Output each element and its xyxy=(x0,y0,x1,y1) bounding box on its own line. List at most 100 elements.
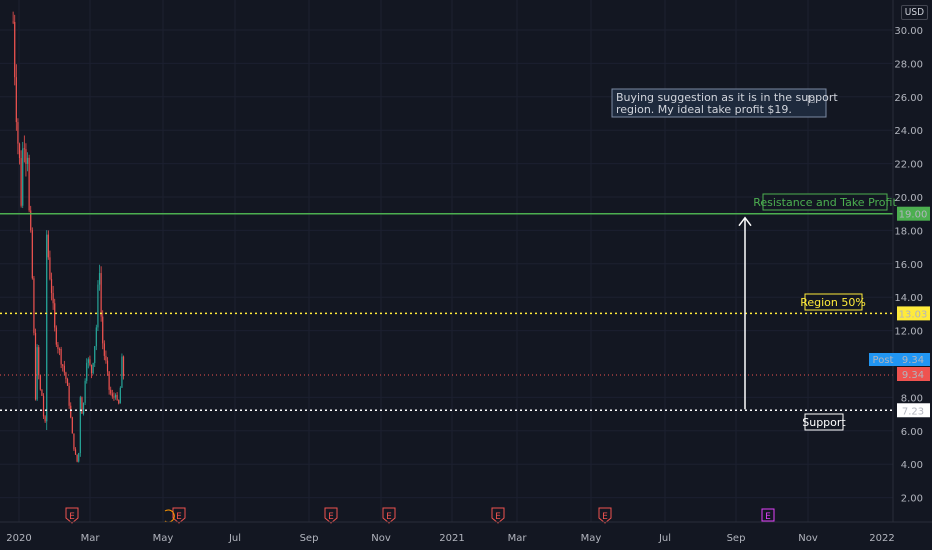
candle-body xyxy=(30,210,32,231)
candle-body xyxy=(106,360,109,372)
region-50-label-text: Region 50% xyxy=(800,296,866,309)
candle-body xyxy=(52,293,54,304)
candle-body xyxy=(87,359,89,363)
post-price: 9.34 xyxy=(902,355,924,366)
grid-layer xyxy=(0,0,893,522)
candle-body xyxy=(116,395,118,401)
price-tick-label: 18.00 xyxy=(894,226,923,237)
support-label[interactable]: Support xyxy=(802,413,846,431)
earnings-marker[interactable]: E xyxy=(491,507,505,524)
candle-body xyxy=(15,77,17,123)
candle-body xyxy=(92,363,94,374)
earnings-marker[interactable]: E xyxy=(172,507,186,524)
price-tick-label: 20.00 xyxy=(894,193,923,204)
support-price: 7.23 xyxy=(902,406,924,417)
earnings-label: E xyxy=(602,512,608,522)
candle-body xyxy=(50,279,53,294)
earnings-marker[interactable]: E xyxy=(324,507,338,524)
earnings-marker[interactable]: E xyxy=(761,508,775,522)
time-axis-label: May xyxy=(153,533,174,544)
candle-body xyxy=(102,316,104,344)
price-tick-label: 28.00 xyxy=(894,59,923,70)
price-tick-label: 22.00 xyxy=(894,160,923,171)
candle-body xyxy=(39,375,41,390)
candle-body xyxy=(114,395,117,398)
time-axis-label: 2020 xyxy=(6,533,31,544)
earnings-marker[interactable]: E xyxy=(598,507,612,524)
price-tick-label: 8.00 xyxy=(901,393,923,404)
candle-body xyxy=(54,303,56,328)
candle-body xyxy=(108,371,110,390)
candle-body xyxy=(84,380,86,403)
candle-body xyxy=(70,405,72,418)
resistance-label-text: Resistance and Take Profit xyxy=(753,196,897,209)
candle-body xyxy=(103,343,105,356)
earnings-marker[interactable]: E xyxy=(382,507,396,524)
region-50-price-tag: 13.03 xyxy=(897,306,930,321)
candle-body xyxy=(113,396,115,398)
time-axis-label: 2022 xyxy=(869,533,894,544)
candle-body xyxy=(95,327,97,347)
candle-body xyxy=(55,327,57,345)
time-axis-label: Mar xyxy=(81,533,101,544)
price-tick-label: 26.00 xyxy=(894,93,923,104)
candle-body xyxy=(25,149,27,164)
post-price-tag: Post 9.34 xyxy=(869,353,930,366)
candle-body xyxy=(74,449,77,455)
price-tick-label: 2.00 xyxy=(901,494,923,505)
candle-body xyxy=(18,143,21,159)
candle-body xyxy=(42,395,45,417)
time-axis-label: Nov xyxy=(798,533,818,544)
candle-body xyxy=(81,397,83,414)
resistance-price: 19.00 xyxy=(899,210,928,221)
resistance-label[interactable]: Resistance and Take Profit xyxy=(753,193,897,211)
candle-body xyxy=(89,359,91,365)
candle-body xyxy=(33,278,35,333)
time-axis-label: 2021 xyxy=(439,533,464,544)
candle-body xyxy=(110,389,112,394)
candle-body xyxy=(22,148,24,206)
candle-body xyxy=(111,393,113,397)
earnings-marker[interactable]: E xyxy=(65,507,79,524)
time-axis-label: Sep xyxy=(300,533,319,544)
region-50-label[interactable]: Region 50% xyxy=(800,293,866,311)
resistance-price-tag: 19.00 xyxy=(897,206,930,221)
time-axis-label: May xyxy=(581,533,602,544)
candle-body xyxy=(57,344,59,350)
candle-body xyxy=(79,397,81,454)
candle-body xyxy=(105,355,107,361)
currency-label[interactable]: USD xyxy=(900,5,928,20)
current-price: 9.34 xyxy=(902,370,924,381)
target-arrow-head xyxy=(738,216,752,227)
earnings-label: E xyxy=(69,512,75,522)
post-label: Post xyxy=(873,355,894,366)
candle-body xyxy=(28,157,30,211)
candle-body xyxy=(121,356,123,388)
note-annotation[interactable]: Buying suggestion as it is in the suppor… xyxy=(611,88,838,118)
candle-body xyxy=(34,332,37,400)
candle-body xyxy=(38,347,40,376)
support-price-tag: 7.23 xyxy=(897,403,930,418)
time-axis-label: Jul xyxy=(658,533,671,544)
candle-body xyxy=(98,273,101,285)
earnings-label: E xyxy=(386,512,392,522)
earnings-label: E xyxy=(765,512,771,522)
candle-body xyxy=(36,347,38,400)
support-label-text: Support xyxy=(802,416,846,429)
candle-body xyxy=(94,346,96,364)
earnings-label: E xyxy=(176,512,182,522)
earnings-label: E xyxy=(495,512,501,522)
note-line-1: Buying suggestion as it is in the suppor… xyxy=(616,91,838,104)
candle-body xyxy=(58,349,61,350)
candle-body xyxy=(100,273,102,317)
candle-body xyxy=(122,356,125,376)
candle-body xyxy=(76,454,78,462)
candle-body xyxy=(47,234,49,258)
earnings-label: E xyxy=(328,512,334,522)
candle-body xyxy=(12,21,14,23)
price-tick-label: 24.00 xyxy=(894,126,923,137)
current-price-tag: 9.34 xyxy=(897,367,930,381)
candle-body xyxy=(73,433,75,450)
